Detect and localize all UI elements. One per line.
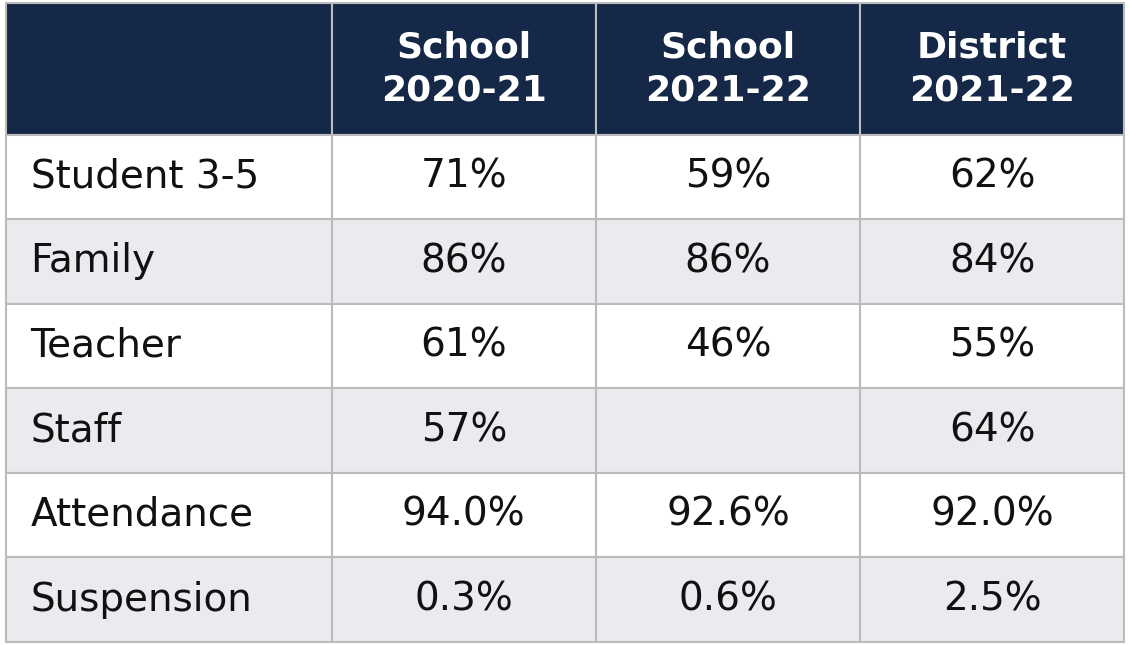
Bar — [596, 388, 860, 473]
Bar — [6, 473, 332, 557]
Text: 59%: 59% — [685, 158, 771, 196]
Text: Student 3-5: Student 3-5 — [31, 158, 259, 196]
Text: Teacher: Teacher — [31, 327, 182, 365]
Text: 64%: 64% — [949, 412, 1035, 450]
Text: Family: Family — [31, 243, 156, 281]
Text: 86%: 86% — [420, 243, 507, 281]
Text: District
2021-22: District 2021-22 — [910, 30, 1075, 108]
Bar — [596, 304, 860, 388]
Bar — [596, 3, 860, 135]
Text: School
2020-21: School 2020-21 — [381, 30, 547, 108]
Bar — [332, 3, 596, 135]
Bar — [860, 557, 1124, 642]
Text: Staff: Staff — [31, 412, 122, 450]
Bar — [332, 557, 596, 642]
Text: 0.6%: 0.6% — [679, 580, 777, 619]
Text: Attendance: Attendance — [31, 496, 253, 534]
Bar — [596, 135, 860, 219]
Bar — [332, 219, 596, 304]
Text: 86%: 86% — [685, 243, 772, 281]
Bar — [596, 473, 860, 557]
Text: 46%: 46% — [685, 327, 772, 365]
Text: 57%: 57% — [420, 412, 507, 450]
Bar — [332, 304, 596, 388]
Bar — [332, 473, 596, 557]
Bar — [332, 135, 596, 219]
Bar — [860, 304, 1124, 388]
Text: 0.3%: 0.3% — [415, 580, 513, 619]
Bar — [596, 557, 860, 642]
Bar — [6, 304, 332, 388]
Bar — [860, 473, 1124, 557]
Text: 92.6%: 92.6% — [667, 496, 790, 534]
Bar — [6, 135, 332, 219]
Text: 71%: 71% — [420, 158, 507, 196]
Bar — [6, 557, 332, 642]
Bar — [860, 3, 1124, 135]
Text: 55%: 55% — [949, 327, 1035, 365]
Bar — [6, 219, 332, 304]
Bar — [6, 3, 332, 135]
Text: 62%: 62% — [949, 158, 1035, 196]
Bar — [860, 219, 1124, 304]
Bar — [860, 135, 1124, 219]
Text: School
2021-22: School 2021-22 — [645, 30, 811, 108]
Text: 61%: 61% — [420, 327, 507, 365]
Bar — [332, 388, 596, 473]
Text: Suspension: Suspension — [31, 580, 252, 619]
Bar — [596, 219, 860, 304]
Text: 94.0%: 94.0% — [402, 496, 525, 534]
Text: 2.5%: 2.5% — [942, 580, 1042, 619]
Text: 92.0%: 92.0% — [930, 496, 1054, 534]
Bar — [6, 388, 332, 473]
Bar — [860, 388, 1124, 473]
Text: 84%: 84% — [949, 243, 1035, 281]
